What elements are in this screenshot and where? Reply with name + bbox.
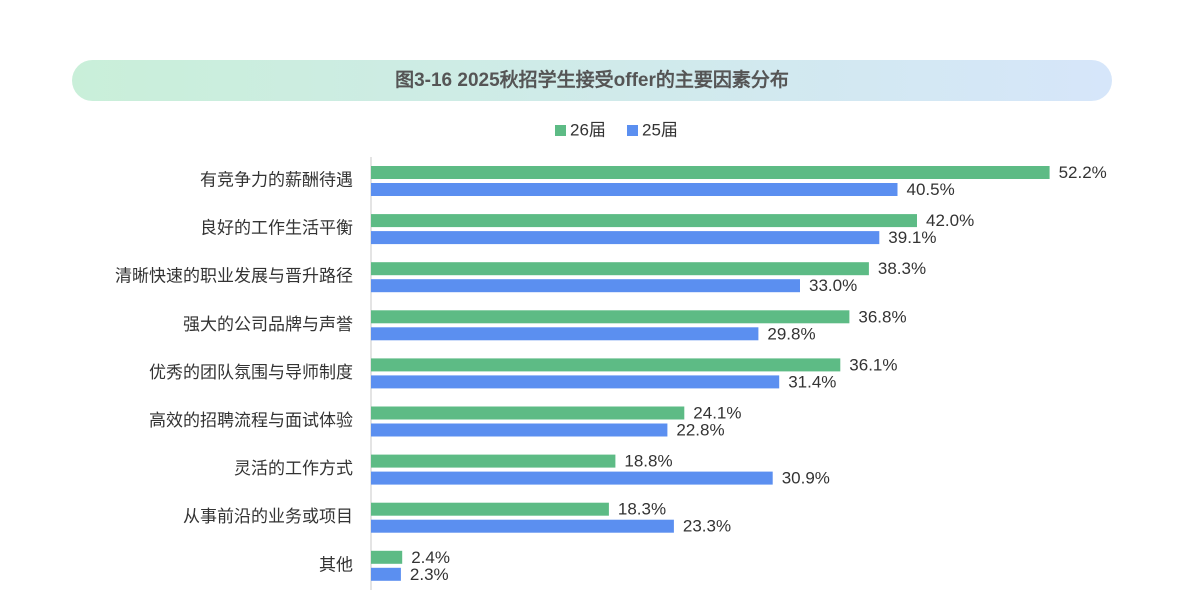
y-tick-label: 其他 [319,555,353,574]
title-banner [72,60,1112,101]
value-label: 22.8% [676,420,724,439]
y-tick-label: 良好的工作生活平衡 [200,219,353,238]
value-label: 38.3% [878,259,926,278]
bar [371,454,616,468]
bar [371,423,668,437]
bar [371,310,850,324]
value-label: 42.0% [926,211,974,230]
bar [371,471,773,485]
value-label: 52.2% [1059,163,1107,182]
bar [371,231,880,245]
value-label: 18.3% [618,500,666,519]
bar [371,166,1050,179]
y-tick-label: 有竞争力的薪酬待遇 [200,170,353,189]
y-tick-label: 清晰快速的职业发展与晋升路径 [115,267,353,286]
bar [371,214,917,228]
bar [371,262,869,276]
legend-label: 26届 [570,120,606,139]
y-tick-label: 从事前沿的业务或项目 [183,507,353,526]
value-label: 40.5% [907,180,955,199]
chart-title: 图3-16 2025秋招学生接受offer的主要因素分布 [395,68,789,91]
y-tick-label: 优秀的团队氛围与导师制度 [149,363,353,382]
value-label: 2.3% [410,565,449,584]
y-tick-label: 强大的公司品牌与声誉 [183,315,353,334]
y-tick-label: 灵活的工作方式 [234,459,353,478]
bar [371,406,685,420]
bar [371,502,609,516]
bar [371,519,674,533]
value-label: 2.4% [411,548,450,567]
value-label: 31.4% [788,372,836,391]
legend-swatch [555,125,566,136]
value-label: 23.3% [683,517,731,536]
value-label: 30.9% [782,469,830,488]
value-label: 29.8% [767,324,815,343]
legend-swatch [627,125,638,136]
bar [371,358,841,372]
value-label: 18.8% [624,452,672,471]
bar [371,550,403,564]
legend-label: 25届 [642,120,678,139]
value-label: 39.1% [888,228,936,247]
bar [371,279,800,293]
value-label: 24.1% [693,403,741,422]
y-tick-label: 高效的招聘流程与面试体验 [149,411,353,430]
bar [371,567,401,581]
value-label: 36.1% [849,355,897,374]
value-label: 36.8% [858,307,906,326]
bar [371,183,898,196]
value-label: 33.0% [809,276,857,295]
bar [371,327,759,341]
bar [371,375,780,389]
